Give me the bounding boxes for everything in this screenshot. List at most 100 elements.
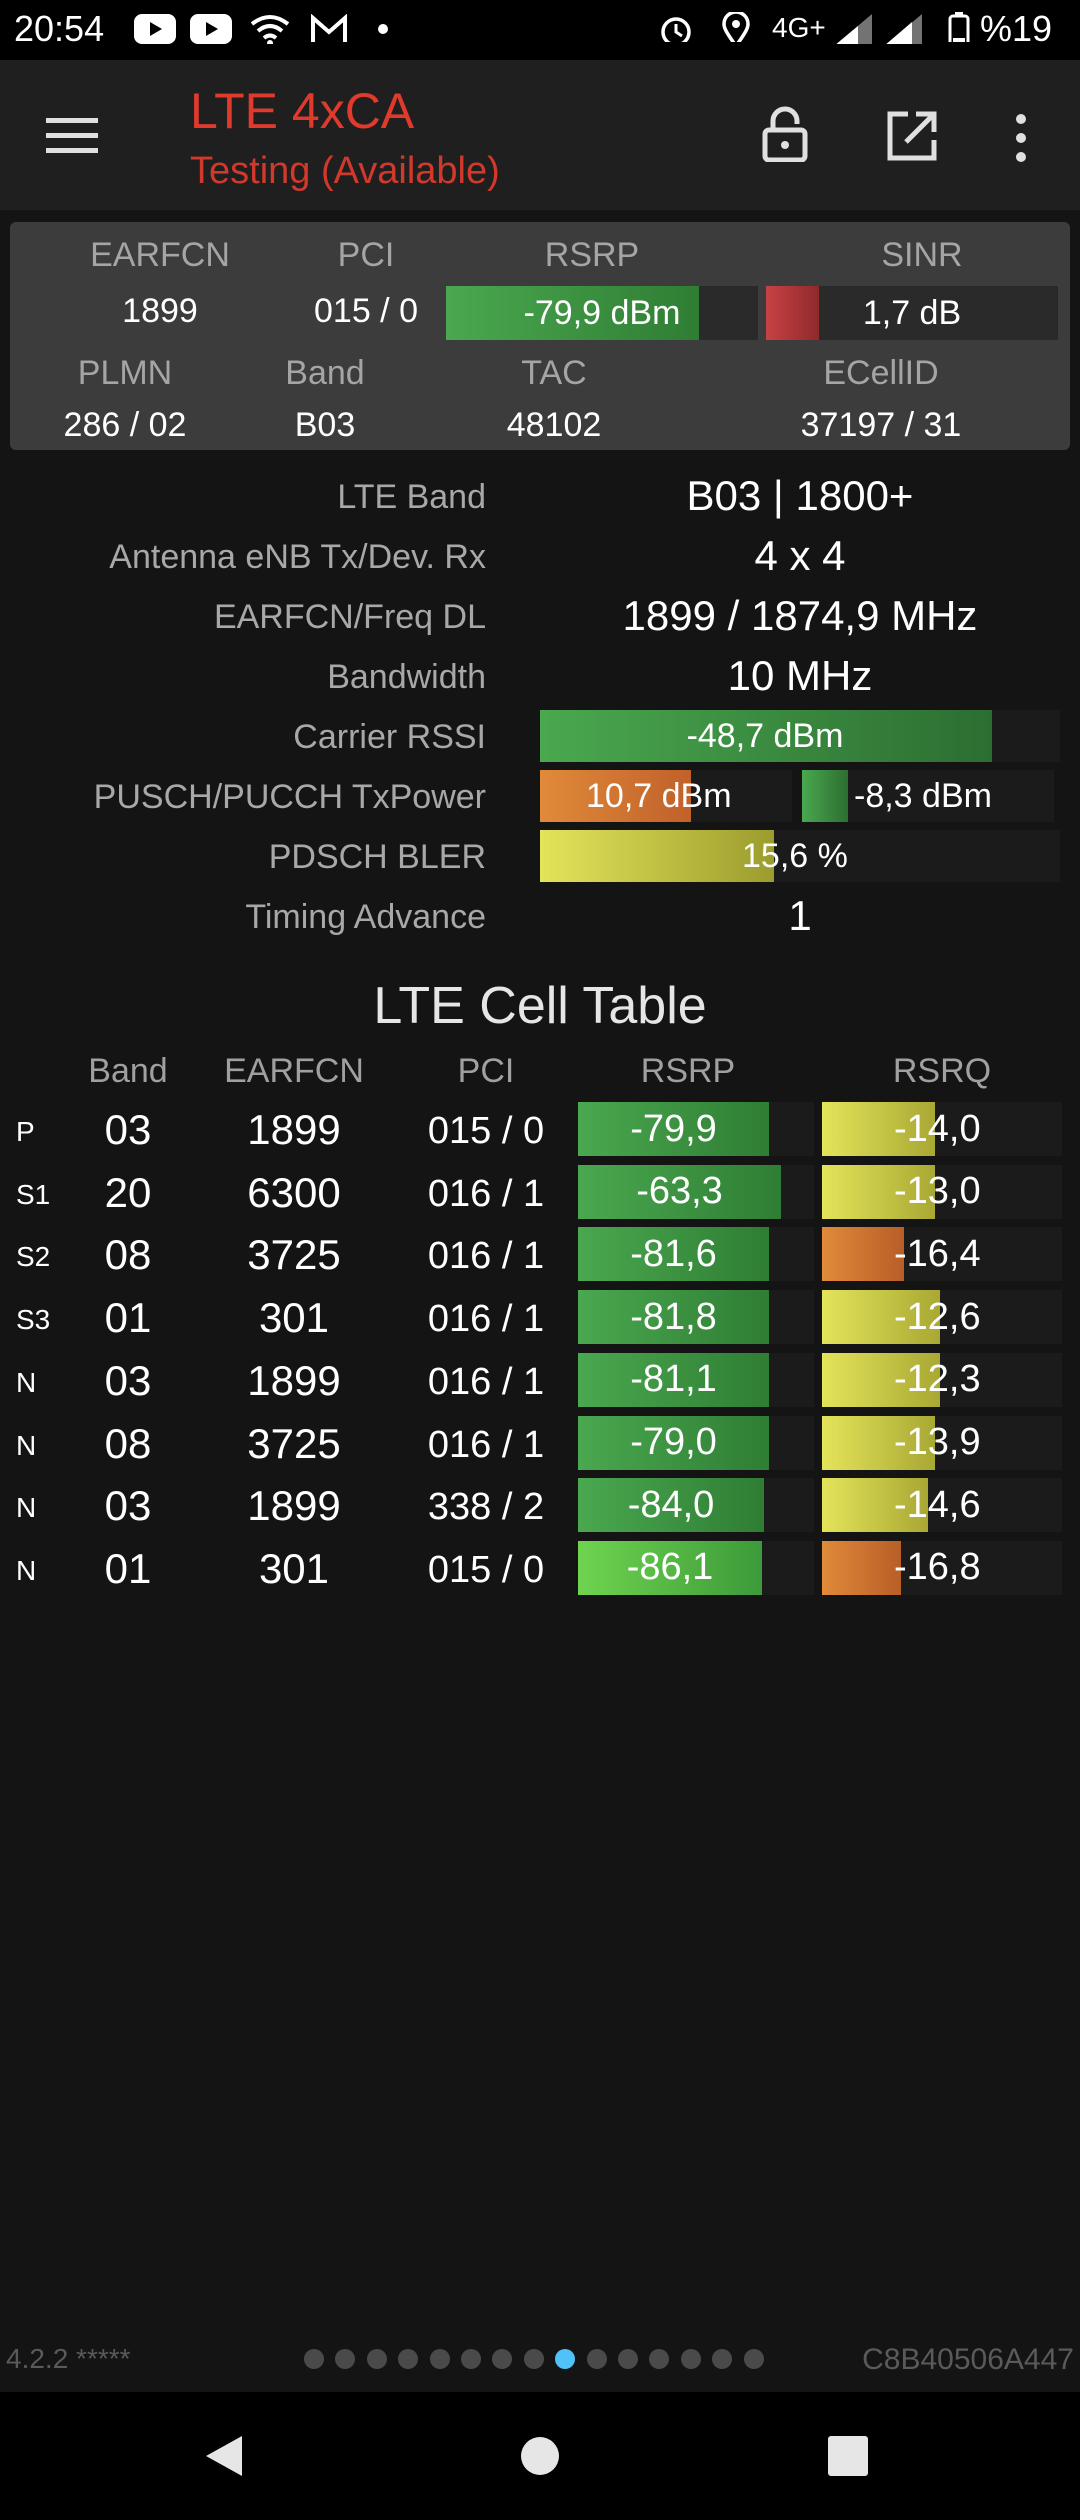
sinr-bar-fill [766,286,819,340]
cell-rsrp-bar-fill [578,1478,765,1533]
cell-earfcn: 1899 [247,1356,341,1404]
app-subtitle: Testing (Available) [190,150,500,192]
table-row: N 03 1899 016 / 1 -81,1 -12,3 [0,1352,1080,1409]
pci-label: PCI [337,236,395,274]
signal-icon [836,14,872,44]
plmn-label: PLMN [77,354,173,392]
page-dot[interactable] [429,2349,450,2369]
gmail-icon [311,14,347,42]
table-row: S2 08 3725 016 / 1 -81,6 -16,4 [0,1227,1080,1283]
cell-pci: 338 / 2 [427,1486,545,1529]
app-title: LTE 4xCA [190,83,415,139]
pucch-power-bar-fill [802,770,848,822]
wifi-icon [250,15,290,44]
bandwidth-value: 10 MHz [727,652,873,699]
pucch-power-bar: -8,3 dBm [802,770,1054,822]
lock-icon[interactable] [762,106,808,162]
cell-band: 08 [104,1231,152,1279]
back-icon[interactable] [204,2434,244,2478]
cell-rsrp-bar: -84,0 [578,1478,814,1533]
carrier-rssi-bar-fill [540,710,993,762]
network-type: 4G+ [772,12,826,43]
cell-rsrp-bar-fill [578,1164,781,1219]
cell-table-body: P 03 1899 015 / 0 -79,9 -14,0 S1 20 6300 016 / 1 -… [0,1102,1080,1602]
antenna-label: Antenna eNB Tx/Dev. Rx [109,538,486,576]
page-dot[interactable] [712,2349,733,2369]
navigation-bar [0,2392,1080,2520]
device-id: C8B40506A447 [862,2343,1074,2376]
youtube-icon [190,14,232,44]
app-bar: LTE 4xCA Testing (Available) [0,60,1080,210]
page-dot[interactable] [398,2349,419,2369]
cell-rsrp: -84,0 [627,1483,715,1526]
pucch-power-value: -8,3 dBm [854,776,992,815]
page-dot[interactable] [461,2349,481,2369]
menu-icon[interactable] [46,116,98,156]
cell-pci: 016 / 1 [427,1423,545,1466]
page-dot[interactable] [680,2349,701,2369]
sinr-label: SINR [881,236,963,274]
cell-rsrp: -63,3 [636,1170,723,1213]
cell-type-tag: N [16,1366,37,1398]
cell-rsrq-bar-fill [822,1415,935,1470]
page-dot[interactable] [743,2349,764,2369]
cell-type-tag: S3 [16,1304,51,1336]
table-row: N 01 301 015 / 0 -86,1 -16,8 [0,1540,1080,1597]
page-dot[interactable] [304,2349,324,2369]
cell-rsrq-bar: -16,8 [822,1540,1062,1595]
band-column-header: Band [88,1052,168,1090]
cell-type-tag: S2 [16,1241,51,1273]
cell-rsrq-bar: -16,4 [822,1227,1062,1282]
page-dot[interactable] [335,2349,356,2369]
more-vert-icon[interactable] [1012,112,1030,164]
page-dot[interactable] [649,2349,670,2369]
page-dot[interactable] [586,2349,607,2369]
home-icon[interactable] [520,2436,560,2476]
ecellid-value: 37197 / 31 [800,406,962,444]
cell-rsrq: -14,6 [894,1483,981,1526]
cell-rsrq-bar: -14,0 [822,1102,1062,1156]
cell-type-tag: S1 [16,1178,51,1210]
cell-rsrp: -79,0 [630,1421,717,1463]
tx-power-label: PUSCH/PUCCH TxPower [93,778,486,816]
open-external-icon[interactable] [886,110,938,162]
signal-icon [886,14,922,44]
cell-earfcn: 301 [258,1294,330,1342]
page-dot[interactable] [618,2349,638,2369]
cell-rsrq-bar-fill [822,1290,940,1345]
table-row: N 03 1899 338 / 2 -84,0 -14,6 [0,1478,1080,1534]
cell-table-header: Band EARFCN PCI RSRP RSRQ [0,1052,1080,1092]
cell-earfcn: 3725 [247,1231,341,1279]
pci-column-header: PCI [457,1052,515,1090]
page-dot[interactable] [492,2349,513,2369]
pci-value: 015 / 0 [314,292,418,330]
cell-rsrp-bar-fill [578,1415,770,1470]
cell-rsrq: -16,8 [894,1546,981,1589]
page-dot[interactable] [523,2349,544,2369]
cell-rsrq: -14,0 [894,1107,981,1150]
cell-band: 01 [104,1544,152,1592]
bandwidth-label: Bandwidth [327,658,486,696]
cell-rsrq-bar-fill [822,1478,928,1533]
cell-earfcn: 3725 [247,1419,341,1467]
lte-band-value: B03 | 1800+ [686,472,914,519]
cell-rsrp: -86,1 [626,1546,714,1589]
rsrp-column-header: RSRP [640,1052,736,1090]
cell-rsrp: -81,6 [630,1232,717,1275]
cell-earfcn: 1899 [247,1482,341,1530]
page-dot[interactable] [366,2349,387,2369]
timing-advance-label: Timing Advance [245,898,486,936]
cell-earfcn: 1899 [247,1106,341,1153]
carrier-rssi-bar: -48,7 dBm [540,710,1060,762]
recents-icon[interactable] [828,2436,868,2476]
table-row: S3 01 301 016 / 1 -81,8 -12,6 [0,1290,1080,1346]
pusch-power-value: 10,7 dBm [586,776,732,815]
rsrp-label: RSRP [544,236,640,274]
cell-band: 03 [104,1482,152,1530]
youtube-icon [134,14,176,44]
sinr-bar: 1,7 dB [766,286,1058,340]
page-dot-active[interactable] [555,2349,576,2369]
earfcn-freq-value: 1899 / 1874,9 MHz [622,592,978,639]
cell-rsrp-bar: -81,8 [578,1290,814,1345]
cell-rsrq: -16,4 [894,1232,981,1275]
